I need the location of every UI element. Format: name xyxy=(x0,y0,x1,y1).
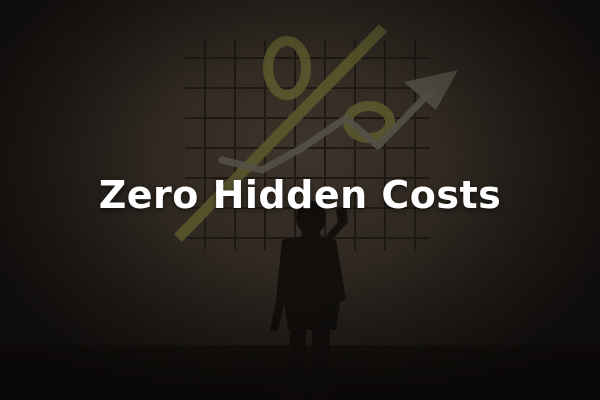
headline: Zero Hidden Costs xyxy=(98,173,502,217)
